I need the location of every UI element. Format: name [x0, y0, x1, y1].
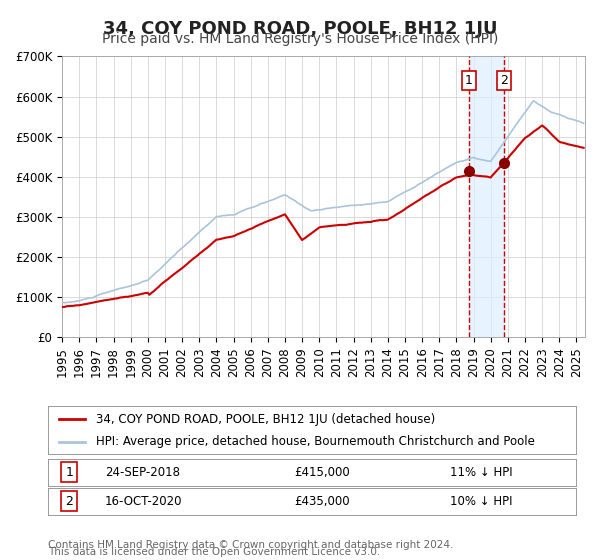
Text: 1: 1 — [465, 74, 473, 87]
Text: 2: 2 — [65, 494, 73, 508]
Text: £415,000: £415,000 — [295, 465, 350, 479]
Text: 16-OCT-2020: 16-OCT-2020 — [104, 494, 182, 508]
Text: 2: 2 — [500, 74, 508, 87]
Text: £435,000: £435,000 — [295, 494, 350, 508]
Text: 24-SEP-2018: 24-SEP-2018 — [106, 465, 181, 479]
Text: Contains HM Land Registry data © Crown copyright and database right 2024.: Contains HM Land Registry data © Crown c… — [48, 540, 454, 550]
Text: 1: 1 — [65, 465, 73, 479]
Text: 10% ↓ HPI: 10% ↓ HPI — [450, 494, 512, 508]
Text: 34, COY POND ROAD, POOLE, BH12 1JU: 34, COY POND ROAD, POOLE, BH12 1JU — [103, 20, 497, 38]
Text: Price paid vs. HM Land Registry's House Price Index (HPI): Price paid vs. HM Land Registry's House … — [102, 32, 498, 46]
Text: This data is licensed under the Open Government Licence v3.0.: This data is licensed under the Open Gov… — [48, 547, 380, 557]
Text: 34, COY POND ROAD, POOLE, BH12 1JU (detached house): 34, COY POND ROAD, POOLE, BH12 1JU (deta… — [95, 413, 435, 426]
Bar — [469, 57, 504, 337]
Text: HPI: Average price, detached house, Bournemouth Christchurch and Poole: HPI: Average price, detached house, Bour… — [95, 435, 535, 448]
Text: 11% ↓ HPI: 11% ↓ HPI — [449, 465, 512, 479]
